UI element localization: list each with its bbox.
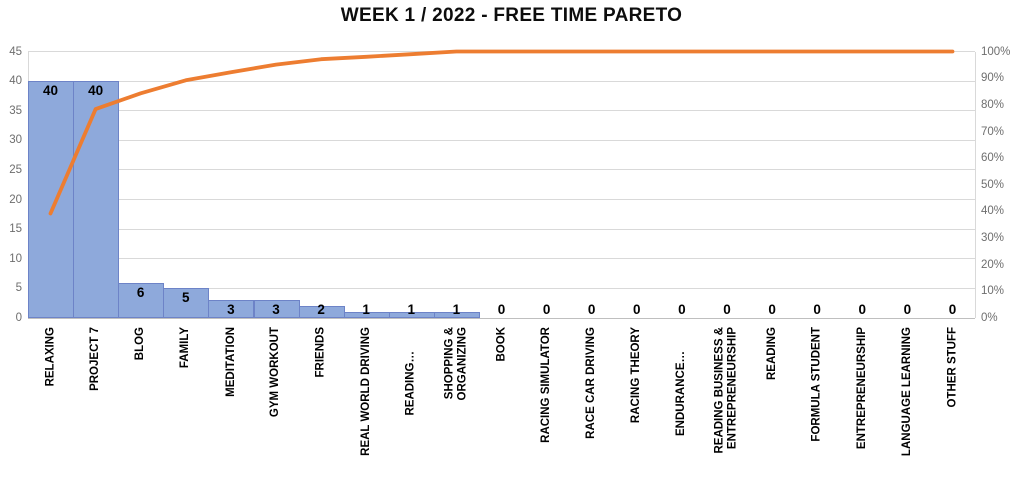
category-label: RACING THEORY (630, 327, 643, 424)
bar-value-label: 0 (948, 302, 957, 317)
category-label: PROJECT 7 (89, 327, 102, 391)
bar-value-label: 5 (182, 290, 190, 306)
category-label: RACING SIMULATOR (540, 327, 553, 443)
bar (433, 312, 480, 318)
bar-value-label: 0 (813, 302, 821, 317)
left-axis-tick: 5 (15, 282, 22, 295)
bar (73, 81, 120, 318)
bar-value-label: 1 (407, 302, 416, 317)
bar-value-label: 0 (903, 302, 912, 317)
right-axis-tick: 0% (981, 312, 998, 324)
category-label: REAL WORLD DRIVING (359, 327, 372, 456)
gridline (28, 258, 975, 260)
bar-value-label: 2 (317, 302, 325, 317)
right-axis-tick: 40% (981, 205, 1005, 218)
bar-value-label: 0 (768, 302, 776, 317)
bar (298, 306, 345, 318)
category-label: GYM WORKOUT (269, 327, 282, 418)
left-axis-tick: 40 (9, 75, 22, 88)
right-axis-tick: 100% (981, 45, 1011, 58)
category-label: SHOPPING & ORGANIZING (443, 327, 469, 401)
category-label: READING (765, 327, 778, 381)
gridline (28, 139, 975, 141)
bar-value-label: 0 (858, 302, 867, 317)
right-axis-tick: 20% (981, 258, 1005, 271)
category-label: FAMILY (179, 327, 192, 369)
left-axis-tick: 20 (9, 193, 22, 206)
bar-value-label: 0 (678, 302, 686, 317)
gridline (28, 80, 975, 82)
bar-value-label: 40 (42, 83, 59, 99)
cumulative-line (48, 49, 955, 216)
category-label: BOOK (495, 327, 507, 362)
bar-value-label: 0 (633, 302, 641, 317)
bar-value-label: 0 (497, 302, 506, 317)
right-axis-tick: 70% (981, 125, 1005, 138)
left-axis-tick: 10 (9, 252, 22, 265)
gridline (28, 228, 975, 230)
right-axis-tick: 10% (981, 285, 1005, 298)
bar-value-label: 1 (362, 302, 370, 317)
bar-value-label: 0 (587, 302, 596, 317)
left-axis-tick: 15 (9, 223, 22, 236)
bar-value-label: 6 (136, 284, 145, 300)
category-label: LANGUAGE LEARNING (900, 327, 913, 457)
bar-value-label: 0 (542, 302, 551, 317)
gridline (28, 199, 975, 201)
bar-value-label: 40 (88, 83, 104, 99)
gridline (28, 287, 975, 289)
category-label: FRIENDS (314, 327, 327, 378)
right-axis-tick: 60% (981, 152, 1005, 165)
left-axis-tick: 45 (9, 45, 22, 58)
category-label: READING BUSINESS & ENTREPRENEURSHIP (714, 327, 739, 454)
gridline (28, 169, 975, 171)
left-axis-tick: 30 (9, 134, 22, 147)
right-axis-tick: 50% (981, 178, 1005, 191)
category-label: OTHER STUFF (946, 327, 958, 408)
category-label: MEDITATION (224, 327, 237, 397)
right-axis-tick: 90% (981, 72, 1005, 85)
right-axis-tick: 30% (981, 232, 1005, 245)
left-axis-tick: 0 (15, 312, 22, 324)
right-axis-tick: 80% (981, 98, 1005, 111)
bar (118, 282, 165, 318)
gridline (28, 110, 975, 112)
bar-value-label: 1 (452, 302, 461, 317)
left-axis-tick: 25 (9, 163, 22, 176)
plot-border-right (975, 51, 976, 318)
category-label: ENDURANCE… (675, 351, 688, 436)
bar-value-label: 0 (723, 302, 731, 317)
category-label: ENTREPRENEURSHIP (855, 327, 868, 450)
category-label: RACE CAR DRIVING (585, 327, 598, 439)
category-label: BLOG (134, 327, 147, 361)
chart-title: WEEK 1 / 2022 - FREE TIME PARETO (340, 5, 683, 26)
gridline (28, 51, 975, 52)
bar-value-label: 3 (272, 302, 280, 317)
bar (28, 81, 75, 318)
bar-value-label: 3 (227, 302, 235, 317)
category-label: RELAXING (44, 327, 56, 387)
category-label: FORMULA STUDENT (810, 327, 823, 442)
x-axis-line (28, 318, 975, 319)
left-axis-tick: 35 (9, 104, 22, 117)
category-label: READING… (404, 351, 417, 416)
